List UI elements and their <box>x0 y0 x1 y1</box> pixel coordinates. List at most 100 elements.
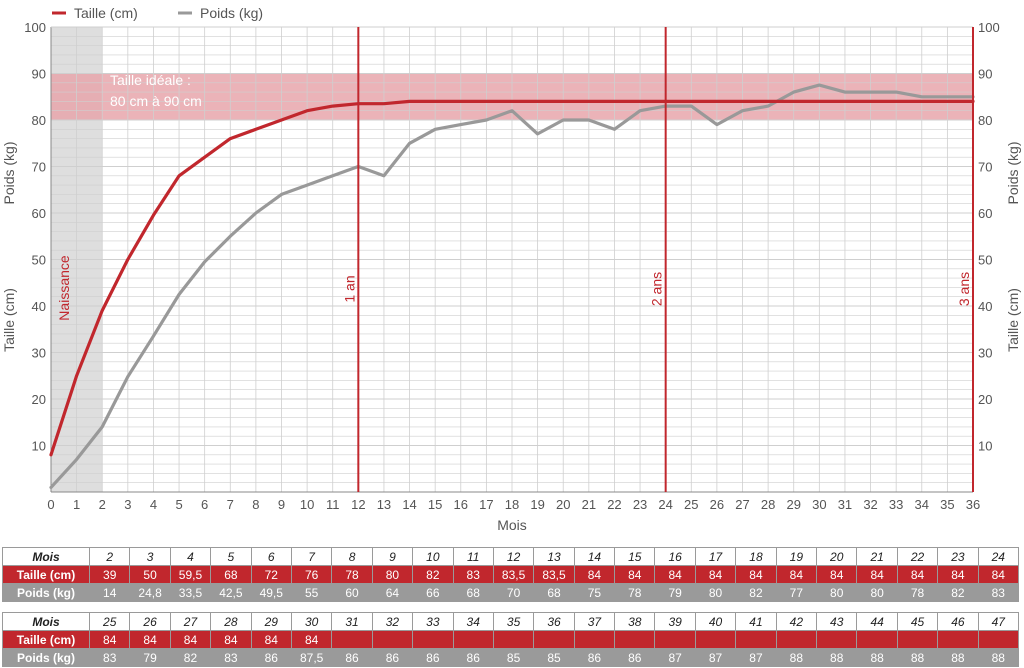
y-tick-label-left: 20 <box>32 392 46 407</box>
cell-mois: 14 <box>573 547 616 566</box>
cell-poids: 49,5 <box>250 583 292 602</box>
y-tick-label-right: 30 <box>978 346 992 361</box>
y-tick-label-right: 90 <box>978 67 992 82</box>
cell-mois: 29 <box>250 612 292 631</box>
cell-poids: 82 <box>937 583 979 602</box>
cell-mois: 45 <box>896 612 939 631</box>
x-tick-label: 30 <box>812 497 826 512</box>
cell-taille: 84 <box>573 565 616 584</box>
cell-mois: 46 <box>937 612 979 631</box>
row-header-taille: Taille (cm) <box>2 565 90 584</box>
cell-mois: 27 <box>169 612 212 631</box>
cell-poids: 64 <box>371 583 414 602</box>
cell-mois: 40 <box>694 612 737 631</box>
cell-taille <box>614 630 656 649</box>
cell-taille: 68 <box>210 565 252 584</box>
cell-poids: 88 <box>856 648 898 667</box>
y-axis-label-left-top: Poids (kg) <box>1 141 17 204</box>
cell-poids: 87,5 <box>290 648 333 667</box>
cell-poids: 86 <box>452 648 494 667</box>
cell-mois: 26 <box>129 612 171 631</box>
ideal-band-label: Taille idéale : <box>110 72 191 88</box>
y-tick-label-right: 60 <box>978 206 992 221</box>
x-tick-label: 0 <box>47 497 54 512</box>
cell-taille <box>452 630 494 649</box>
cell-poids: 82 <box>735 583 777 602</box>
x-tick-label: 20 <box>556 497 570 512</box>
x-tick-label: 33 <box>889 497 903 512</box>
cell-mois: 4 <box>169 547 212 566</box>
cell-mois: 10 <box>412 547 454 566</box>
cell-mois: 43 <box>816 612 858 631</box>
cell-taille: 84 <box>654 565 696 584</box>
cell-poids: 24,8 <box>129 583 171 602</box>
x-tick-label: 6 <box>201 497 208 512</box>
table-row-taille: Taille (cm) 84 84 84 84 84 84 <box>2 630 1019 649</box>
x-tick-label: 32 <box>863 497 877 512</box>
cell-taille: 84 <box>210 630 252 649</box>
y-tick-label-left: 40 <box>32 299 46 314</box>
cell-mois: 32 <box>371 612 414 631</box>
x-tick-label: 18 <box>505 497 519 512</box>
row-header-poids: Poids (kg) <box>2 648 90 667</box>
x-tick-label: 1 <box>73 497 80 512</box>
table-row-taille: Taille (cm) 39 50 59,5 68 72 76 78 80 82 83 83,5 83… <box>2 565 1019 584</box>
cell-taille: 84 <box>896 565 939 584</box>
cell-mois: 36 <box>533 612 575 631</box>
cell-mois: 42 <box>775 612 818 631</box>
cell-taille: 83,5 <box>492 565 535 584</box>
x-tick-label: 25 <box>684 497 698 512</box>
row-header-mois: Mois <box>2 547 90 566</box>
cell-poids: 87 <box>735 648 777 667</box>
cell-mois: 47 <box>977 612 1019 631</box>
cell-taille <box>533 630 575 649</box>
cell-poids: 60 <box>331 583 373 602</box>
cell-poids: 88 <box>775 648 818 667</box>
cell-mois: 24 <box>977 547 1019 566</box>
x-tick-label: 19 <box>530 497 544 512</box>
cell-mois: 22 <box>896 547 939 566</box>
cell-poids: 75 <box>573 583 616 602</box>
x-tick-label: 3 <box>124 497 131 512</box>
cell-poids: 55 <box>290 583 333 602</box>
y-tick-label-right: 10 <box>978 439 992 454</box>
cell-poids: 80 <box>694 583 737 602</box>
milestone-label: 1 an <box>341 275 357 302</box>
x-tick-label: 27 <box>735 497 749 512</box>
row-header-taille: Taille (cm) <box>2 630 90 649</box>
cell-taille: 84 <box>290 630 333 649</box>
cell-mois: 38 <box>614 612 656 631</box>
cell-mois: 31 <box>331 612 373 631</box>
cell-poids: 66 <box>412 583 454 602</box>
x-tick-label: 34 <box>915 497 929 512</box>
x-tick-label: 14 <box>402 497 416 512</box>
cell-mois: 6 <box>250 547 292 566</box>
legend-label: Taille (cm) <box>74 5 138 21</box>
cell-poids: 14 <box>88 583 131 602</box>
series-line-taille <box>49 99 975 457</box>
cell-poids: 80 <box>816 583 858 602</box>
cell-mois: 11 <box>452 547 494 566</box>
cell-taille: 84 <box>614 565 656 584</box>
cell-poids: 88 <box>937 648 979 667</box>
cell-taille: 83 <box>452 565 494 584</box>
cell-mois: 17 <box>694 547 737 566</box>
x-tick-label: 4 <box>150 497 157 512</box>
cell-taille <box>977 630 1019 649</box>
cell-taille: 84 <box>694 565 737 584</box>
milestone-label: 3 ans <box>956 272 972 306</box>
series-line-poids <box>49 83 975 489</box>
cell-mois: 9 <box>371 547 414 566</box>
cell-taille <box>775 630 818 649</box>
cell-taille: 84 <box>169 630 212 649</box>
cell-mois: 21 <box>856 547 898 566</box>
y-tick-label-right: 50 <box>978 253 992 268</box>
y-tick-label-right: 40 <box>978 299 992 314</box>
cell-mois: 7 <box>290 547 333 566</box>
cell-taille <box>492 630 535 649</box>
y-tick-label-right: 20 <box>978 392 992 407</box>
y-tick-label-right: 80 <box>978 113 992 128</box>
cell-poids: 79 <box>654 583 696 602</box>
cell-poids: 78 <box>614 583 656 602</box>
cell-mois: 28 <box>210 612 252 631</box>
